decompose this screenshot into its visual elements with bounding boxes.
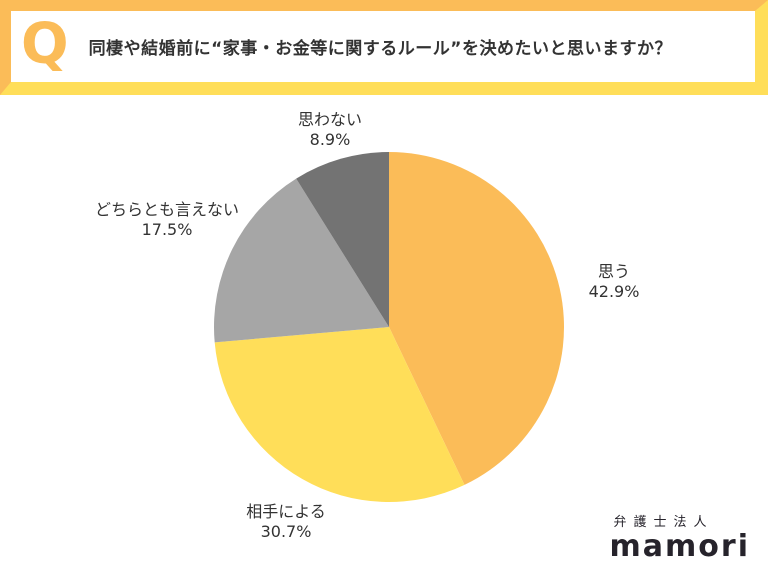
pie-label-omou: 思う 42.9%: [589, 262, 640, 302]
pie-slice-3: [296, 152, 389, 327]
pie-label-omowanai: 思わない 8.9%: [298, 110, 362, 150]
question-text: 同棲や結婚前に“家事・お金等に関するルール”を決めたいと思いますか？: [88, 39, 672, 59]
pie-slice-1: [214, 327, 465, 503]
pie-label-percent: 8.9%: [309, 130, 351, 149]
pie-slice-0: [389, 152, 565, 485]
logo-firm-type: 弁護士法人: [613, 515, 714, 530]
pie-label-dochira-tomo: どちらとも言えない 17.5%: [95, 200, 239, 240]
logo-brand-name: mamori: [609, 529, 750, 564]
question-header: Q 同棲や結婚前に“家事・お金等に関するルール”を決めたいと思いますか？: [0, 0, 768, 95]
q-mark: Q: [21, 11, 69, 77]
pie-label-text: 相手による: [246, 502, 326, 521]
pie-label-percent: 42.9%: [588, 282, 640, 301]
pie-label-percent: 17.5%: [141, 220, 193, 239]
pie-label-text: 思う: [597, 262, 631, 281]
pie-slice-2: [214, 178, 389, 343]
company-logo: 弁護士法人 mamori: [610, 511, 750, 562]
pie-label-text: どちらとも言えない: [94, 200, 240, 219]
pie-label-percent: 30.7%: [260, 522, 312, 541]
pie-label-text: 思わない: [297, 110, 363, 129]
pie-label-aite-ni-yoru: 相手による 30.7%: [246, 502, 326, 542]
